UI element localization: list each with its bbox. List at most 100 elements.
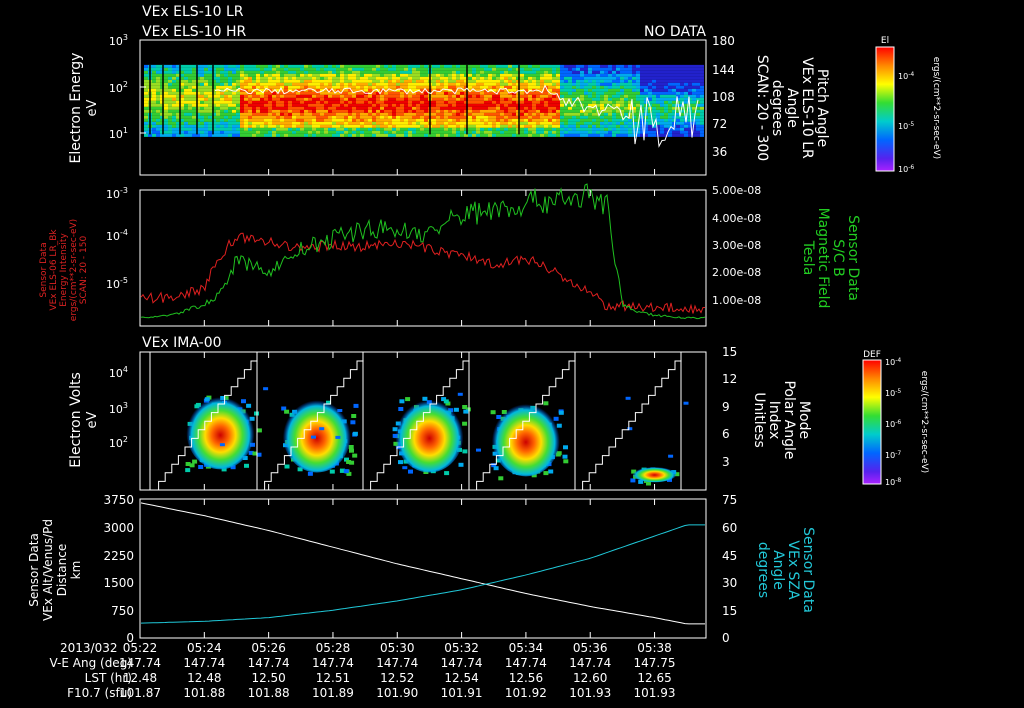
p1-cell xyxy=(268,70,272,74)
p1-cell xyxy=(156,73,160,77)
p1-cell xyxy=(196,76,200,80)
p1-rtick-108: 108 xyxy=(712,90,735,104)
p1-cell xyxy=(576,88,580,92)
p3-cell xyxy=(192,459,198,464)
p1-cell xyxy=(176,97,180,101)
p1-cell xyxy=(332,88,336,92)
p1-cell xyxy=(348,118,352,122)
p1-cell xyxy=(528,130,532,134)
p1-cell xyxy=(476,94,480,98)
p1-cell xyxy=(440,94,444,98)
p1-cell xyxy=(400,109,404,113)
p1-cell xyxy=(432,67,436,71)
p1-cell xyxy=(692,109,696,113)
p3-cell xyxy=(457,392,463,396)
p1-cell xyxy=(216,94,220,98)
p1-cell xyxy=(244,73,248,77)
p1-cell xyxy=(192,70,196,74)
p1-cell xyxy=(508,118,512,122)
p1-cell xyxy=(696,94,700,98)
p1-cell xyxy=(500,112,504,116)
p1-cell xyxy=(536,112,540,116)
p1-cell xyxy=(336,130,340,134)
p1-cell xyxy=(336,121,340,125)
p1-cell xyxy=(164,106,168,110)
p1-cell xyxy=(152,64,156,68)
p1-cell xyxy=(496,121,500,125)
p1-cell xyxy=(624,91,628,95)
p1-cell xyxy=(672,103,676,107)
p1-cell xyxy=(492,67,496,71)
p1-cell xyxy=(516,133,520,137)
p1-cell xyxy=(332,133,336,137)
p1-cell xyxy=(320,115,324,119)
p3-cell xyxy=(558,410,564,415)
p1-cell xyxy=(348,130,352,134)
p1-cell xyxy=(672,67,676,71)
p1-cell xyxy=(424,109,428,113)
p1-cell xyxy=(476,100,480,104)
p1-cell xyxy=(356,112,360,116)
p1-cell xyxy=(364,106,368,110)
p1-cell xyxy=(488,118,492,122)
p2-rtick-3: 3.00e-08 xyxy=(712,239,761,252)
p1-cell xyxy=(160,118,164,122)
p1-cell xyxy=(696,82,700,86)
p1-cell xyxy=(696,106,700,110)
p1-cell xyxy=(664,70,668,74)
p1-cell xyxy=(356,100,360,104)
p1-cell xyxy=(576,64,580,68)
p1-cell xyxy=(408,88,412,92)
p1-cell xyxy=(264,127,268,131)
p1-cell xyxy=(516,67,520,71)
p1-cell xyxy=(416,109,420,113)
p3-cell xyxy=(465,407,471,412)
p1-cell xyxy=(616,97,620,101)
p1-cell xyxy=(280,118,284,122)
p1-cell xyxy=(264,94,268,98)
p1-cell xyxy=(220,103,224,107)
p1-cell xyxy=(256,133,260,137)
p1-cell xyxy=(472,70,476,74)
p1-cell xyxy=(400,97,404,101)
p1-cell xyxy=(168,109,172,113)
p1-cell xyxy=(680,91,684,95)
p1-cell xyxy=(612,91,616,95)
p1-cell xyxy=(404,100,408,104)
p1-cell xyxy=(352,127,356,131)
p1-cell xyxy=(576,106,580,110)
p1-cell xyxy=(228,97,232,101)
p1-cell xyxy=(580,106,584,110)
p1-cell xyxy=(664,82,668,86)
p3-cell xyxy=(462,449,468,454)
p1-cell xyxy=(236,100,240,104)
p1-cell xyxy=(408,85,412,89)
p1-cell xyxy=(560,76,564,80)
time-axis: 2013/032 V-E Ang (deg) LST (hr) F10.7 (s… xyxy=(50,641,676,700)
p1-cell xyxy=(488,133,492,137)
p1-cell xyxy=(164,121,168,125)
p1-cell xyxy=(248,121,252,125)
p1-cell xyxy=(528,82,532,86)
p1-cell xyxy=(436,112,440,116)
p1-cell xyxy=(280,97,284,101)
p1-cell xyxy=(520,76,524,80)
p1-cell xyxy=(540,76,544,80)
p1-cell xyxy=(504,103,508,107)
p1-cell xyxy=(264,85,268,89)
p1-cell xyxy=(208,121,212,125)
p1-cell xyxy=(288,76,292,80)
p4-rtick-30: 30 xyxy=(722,576,737,590)
p1-rlabel-1: Pitch Angle xyxy=(814,69,830,147)
p1-cell xyxy=(532,127,536,131)
p1-cell xyxy=(668,91,672,95)
p1-cell xyxy=(308,88,312,92)
p1-cell xyxy=(224,70,228,74)
p1-cell xyxy=(696,76,700,80)
p1-cell xyxy=(572,97,576,101)
p1-cell xyxy=(300,76,304,80)
p1-cell xyxy=(620,130,624,134)
p1-cell xyxy=(648,73,652,77)
p1-cell xyxy=(532,64,536,68)
p3-polar-sawtooth xyxy=(576,360,682,491)
